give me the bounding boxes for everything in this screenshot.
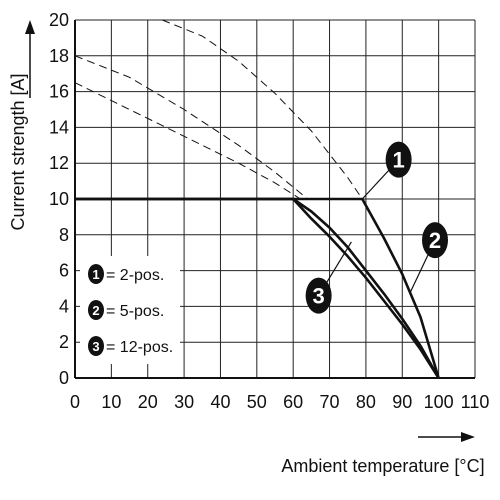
legend-marker-number: 2 — [92, 303, 99, 318]
series-lines — [74, 19, 440, 379]
series-line-1-dashed — [162, 19, 363, 200]
x-tick-label: 0 — [70, 392, 80, 412]
legend-entry-text: = 12-pos. — [106, 339, 173, 356]
y-tick-label: 14 — [49, 117, 69, 137]
y-tick-label: 2 — [59, 332, 69, 352]
series-line-3-dashed — [74, 82, 301, 200]
callout-number: 2 — [429, 228, 441, 253]
x-tick-label: 70 — [320, 392, 340, 412]
callout-badge — [305, 277, 332, 314]
callouts: 1 2 3 — [305, 141, 448, 314]
legend-entry-text: = 2-pos. — [106, 267, 164, 284]
y-axis-label: Current strength [A] — [8, 73, 28, 230]
legend-entry-text: = 5-pos. — [106, 303, 164, 320]
y-tick-label: 18 — [49, 46, 69, 66]
y-axis-arrow — [25, 20, 35, 98]
x-tick-label: 30 — [174, 392, 194, 412]
callout-badge — [422, 222, 448, 259]
y-tick-label: 8 — [59, 225, 69, 245]
x-tick-label: 110 — [461, 392, 490, 412]
series-line-2-solid — [75, 197, 440, 379]
y-tick-label: 20 — [49, 10, 69, 30]
y-tick-label: 10 — [49, 189, 69, 209]
callout-number: 3 — [313, 284, 325, 309]
legend-marker-number: 3 — [92, 339, 99, 354]
x-tick-label: 80 — [356, 392, 376, 412]
tick-labels: 0 10 20 30 40 50 60 70 80 90 100 110024681012141618… — [49, 10, 489, 412]
series-line-3-solid — [75, 197, 440, 379]
series-line-2-dashed — [74, 55, 309, 200]
legend-marker — [88, 336, 104, 356]
x-tick-label: 90 — [392, 392, 412, 412]
legend-marker — [88, 300, 104, 320]
x-tick-label: 20 — [138, 392, 158, 412]
series-line-1-solid — [75, 197, 440, 379]
x-tick-label: 60 — [283, 392, 303, 412]
legend-marker-number: 1 — [92, 267, 99, 282]
x-tick-label: 10 — [101, 392, 121, 412]
x-tick-label: 50 — [247, 392, 267, 412]
legend: 1 = 2-pos. 2 = 5-pos. 3 = 12-pos. — [80, 256, 180, 364]
y-tick-label: 4 — [59, 296, 69, 316]
x-axis-label: Ambient temperature [°C] — [281, 456, 484, 476]
y-tick-label: 12 — [49, 153, 69, 173]
legend-marker — [88, 264, 104, 284]
x-axis-arrow — [418, 432, 475, 442]
y-tick-label: 6 — [59, 261, 69, 281]
y-tick-label: 0 — [59, 368, 69, 388]
x-tick-label: 40 — [210, 392, 230, 412]
y-tick-label: 16 — [49, 82, 69, 102]
x-tick-label: 100 — [424, 392, 454, 412]
callout-number: 1 — [393, 148, 405, 173]
callout-badge — [385, 141, 412, 178]
